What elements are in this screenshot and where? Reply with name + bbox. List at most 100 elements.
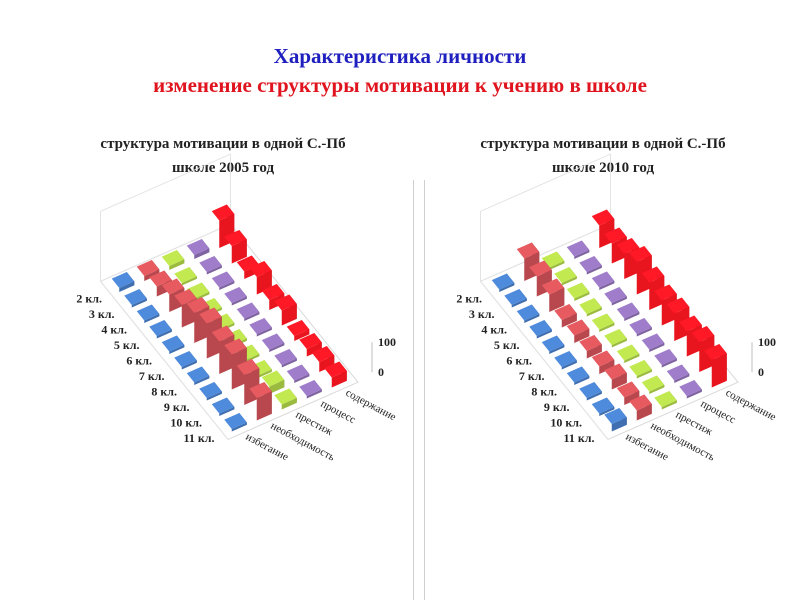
divider-right: [424, 180, 425, 600]
bar-avoidance-6: [161, 335, 185, 354]
chart-2005: структура мотивации в одной С.-Пб школе 2…: [76, 136, 398, 464]
bar-content-8: [286, 320, 310, 341]
category-label-7: 7 кл.: [519, 369, 545, 383]
bar-avoidance-5: [529, 320, 552, 339]
chart-title-line2: школе 2010 год: [552, 160, 654, 176]
bar-necessity-11: [249, 382, 272, 421]
bar-avoidance-10: [211, 397, 235, 416]
bar-necessity-11: [629, 394, 652, 421]
category-label-6: 6 кл.: [126, 354, 152, 368]
bar-avoidance-2: [111, 272, 135, 292]
bar-process-7: [249, 318, 272, 337]
bar-avoidance-11: [604, 408, 627, 432]
category-label-8: 8 кл.: [531, 385, 557, 399]
category-label-11: 11 кл.: [184, 431, 215, 445]
bar-avoidance-5: [149, 320, 172, 339]
bar-process-10: [666, 364, 690, 383]
bar-avoidance-3: [124, 289, 147, 308]
bar-prestige-11: [654, 391, 677, 410]
chart-back-wall: [479, 153, 611, 440]
category-label-2: 2 кл.: [456, 292, 482, 306]
bar-necessity-9: [604, 363, 627, 390]
bar-avoidance-4: [136, 304, 160, 323]
category-label-11: 11 кл.: [564, 431, 595, 445]
bar-content-9: [299, 333, 322, 357]
bar-necessity-10: [616, 381, 640, 405]
bar-prestige-7: [604, 329, 627, 348]
bar-avoidance-9: [579, 382, 602, 401]
value-tick-bottom: 0: [758, 365, 764, 379]
chart-title-line1: структура мотивации в одной С.-Пб: [100, 136, 345, 152]
bar-content-7: [274, 294, 297, 326]
chart-2010: структура мотивации в одной С.-Пб школе 2…: [456, 136, 778, 464]
bar-prestige-4: [566, 282, 590, 301]
bar-process-2: [566, 240, 590, 259]
bar-content-7: [654, 284, 677, 326]
chart-back-wall: [99, 153, 231, 440]
bar-process-9: [654, 349, 677, 368]
bar-process-5: [224, 287, 247, 306]
bar-prestige-8: [616, 344, 640, 363]
bar-necessity-4: [541, 278, 565, 312]
divider-left: [413, 180, 414, 600]
bar-process-11: [299, 380, 322, 399]
bar-avoidance-3: [504, 289, 527, 308]
category-label-5: 5 кл.: [494, 338, 520, 352]
category-label-3: 3 кл.: [89, 307, 115, 321]
bar-content-2: [211, 204, 235, 248]
category-label-7: 7 кл.: [139, 369, 165, 383]
bar-prestige-5: [579, 298, 602, 317]
bar-process-4: [211, 271, 235, 290]
bar-content-11: [704, 344, 727, 388]
category-label-9: 9 кл.: [164, 400, 190, 414]
category-label-2: 2 кл.: [76, 292, 102, 306]
bar-prestige-3: [174, 267, 197, 286]
bar-avoidance-8: [566, 366, 590, 385]
category-label-6: 6 кл.: [506, 354, 532, 368]
page-title: Характеристика личности: [273, 44, 527, 68]
bar-avoidance-7: [554, 351, 577, 370]
bar-content-3: [224, 230, 247, 264]
category-label-10: 10 кл.: [550, 416, 582, 430]
bar-process-8: [261, 333, 285, 352]
bar-process-5: [604, 287, 627, 306]
bar-process-6: [616, 302, 640, 321]
value-tick-top: 100: [378, 335, 396, 349]
bar-process-10: [286, 364, 310, 383]
category-label-4: 4 кл.: [101, 323, 127, 337]
category-label-9: 9 кл.: [544, 400, 570, 414]
bar-prestige-3: [554, 267, 577, 286]
bar-prestige-10: [261, 370, 285, 394]
bar-process-4: [591, 271, 615, 290]
bar-process-3: [199, 256, 222, 275]
bar-avoidance-2: [491, 273, 515, 292]
bar-prestige-2: [541, 251, 565, 270]
page-subtitle: изменение структуры мотивации к учению в…: [153, 73, 647, 97]
bar-content-11: [324, 361, 347, 388]
bar-avoidance-7: [174, 351, 197, 370]
bar-necessity-8: [591, 350, 615, 374]
bar-process-6: [236, 302, 260, 321]
bar-process-2: [186, 239, 210, 259]
bar-avoidance-11: [224, 413, 247, 432]
category-label-4: 4 кл.: [481, 323, 507, 337]
bar-avoidance-10: [591, 397, 615, 416]
bar-avoidance-4: [516, 304, 540, 323]
bar-prestige-11: [274, 388, 297, 410]
bar-necessity-2: [136, 260, 160, 281]
bar-necessity-7: [579, 335, 602, 359]
chart-title-line2: школе 2005 год: [172, 160, 274, 176]
bar-process-3: [579, 256, 602, 275]
bar-avoidance-9: [199, 382, 222, 401]
bar-avoidance-6: [541, 335, 565, 354]
bar-prestige-2: [161, 250, 185, 270]
bar-necessity-5: [554, 304, 577, 328]
value-tick-bottom: 0: [378, 365, 384, 379]
chart-title-line1: структура мотивации в одной С.-Пб: [480, 136, 725, 152]
bar-necessity-6: [566, 319, 590, 343]
bar-avoidance-8: [186, 366, 210, 385]
bar-process-9: [274, 349, 297, 368]
category-label-8: 8 кл.: [151, 385, 177, 399]
category-label-3: 3 кл.: [469, 307, 495, 321]
value-tick-top: 100: [758, 335, 776, 349]
